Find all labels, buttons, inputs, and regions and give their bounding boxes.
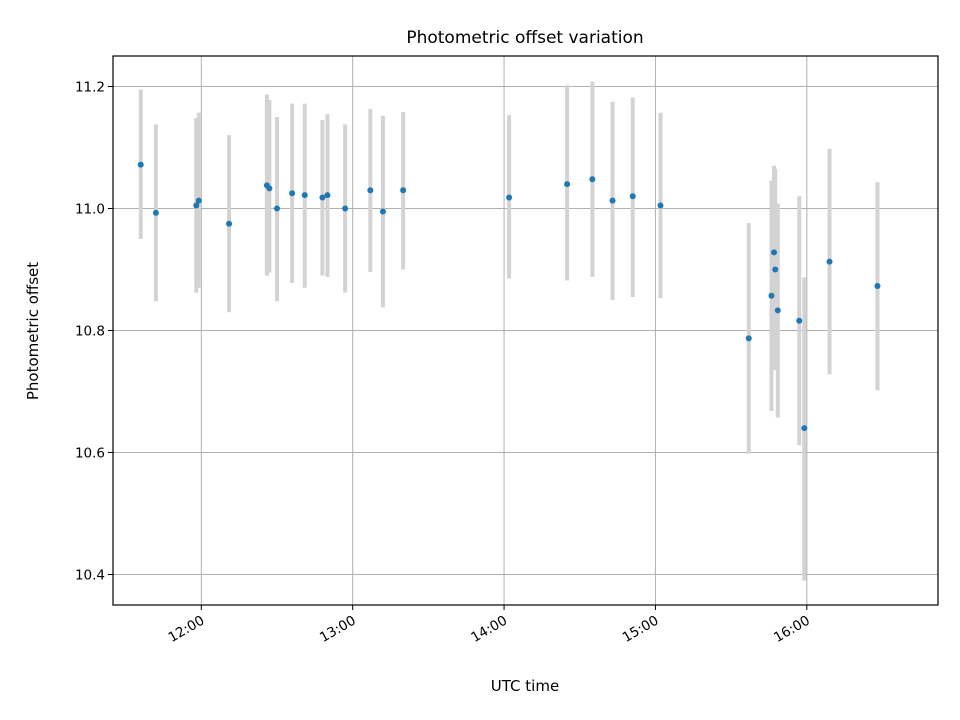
data-point [774,307,781,314]
data-points [137,161,881,432]
data-point [273,205,280,212]
data-point [152,209,159,216]
y-tick-label: 10.4 [75,568,105,584]
y-tick-label: 10.6 [75,446,105,462]
data-point [400,187,407,194]
chart-title: Photometric offset variation [406,28,643,48]
data-point [609,197,616,204]
data-point [506,194,513,201]
data-point [367,187,374,194]
data-point [226,220,233,227]
data-point [745,335,752,342]
data-point [772,266,779,273]
data-point [193,202,200,209]
data-point [266,185,273,192]
data-point [874,282,881,289]
data-point [195,197,202,204]
data-point [301,192,308,199]
data-point [324,192,331,199]
data-point [826,258,833,265]
data-point [771,249,778,256]
y-tick-label: 10.8 [75,324,105,340]
data-point [564,181,571,188]
data-point [768,292,775,299]
data-point [589,176,596,183]
data-point [289,190,296,197]
y-tick-label: 11.0 [75,202,105,218]
data-point [342,205,349,212]
data-point [319,194,326,201]
y-axis-title: Photometric offset [24,262,42,400]
data-point [379,208,386,215]
data-point [137,161,144,168]
data-point [801,425,808,432]
x-axis-title: UTC time [491,677,559,695]
data-point [657,202,664,209]
y-tick-label: 11.2 [75,80,105,96]
data-point [629,193,636,200]
y-axis-ticks: 10.4 10.6 10.8 11.0 11.2 [75,80,113,584]
data-point [796,317,803,324]
